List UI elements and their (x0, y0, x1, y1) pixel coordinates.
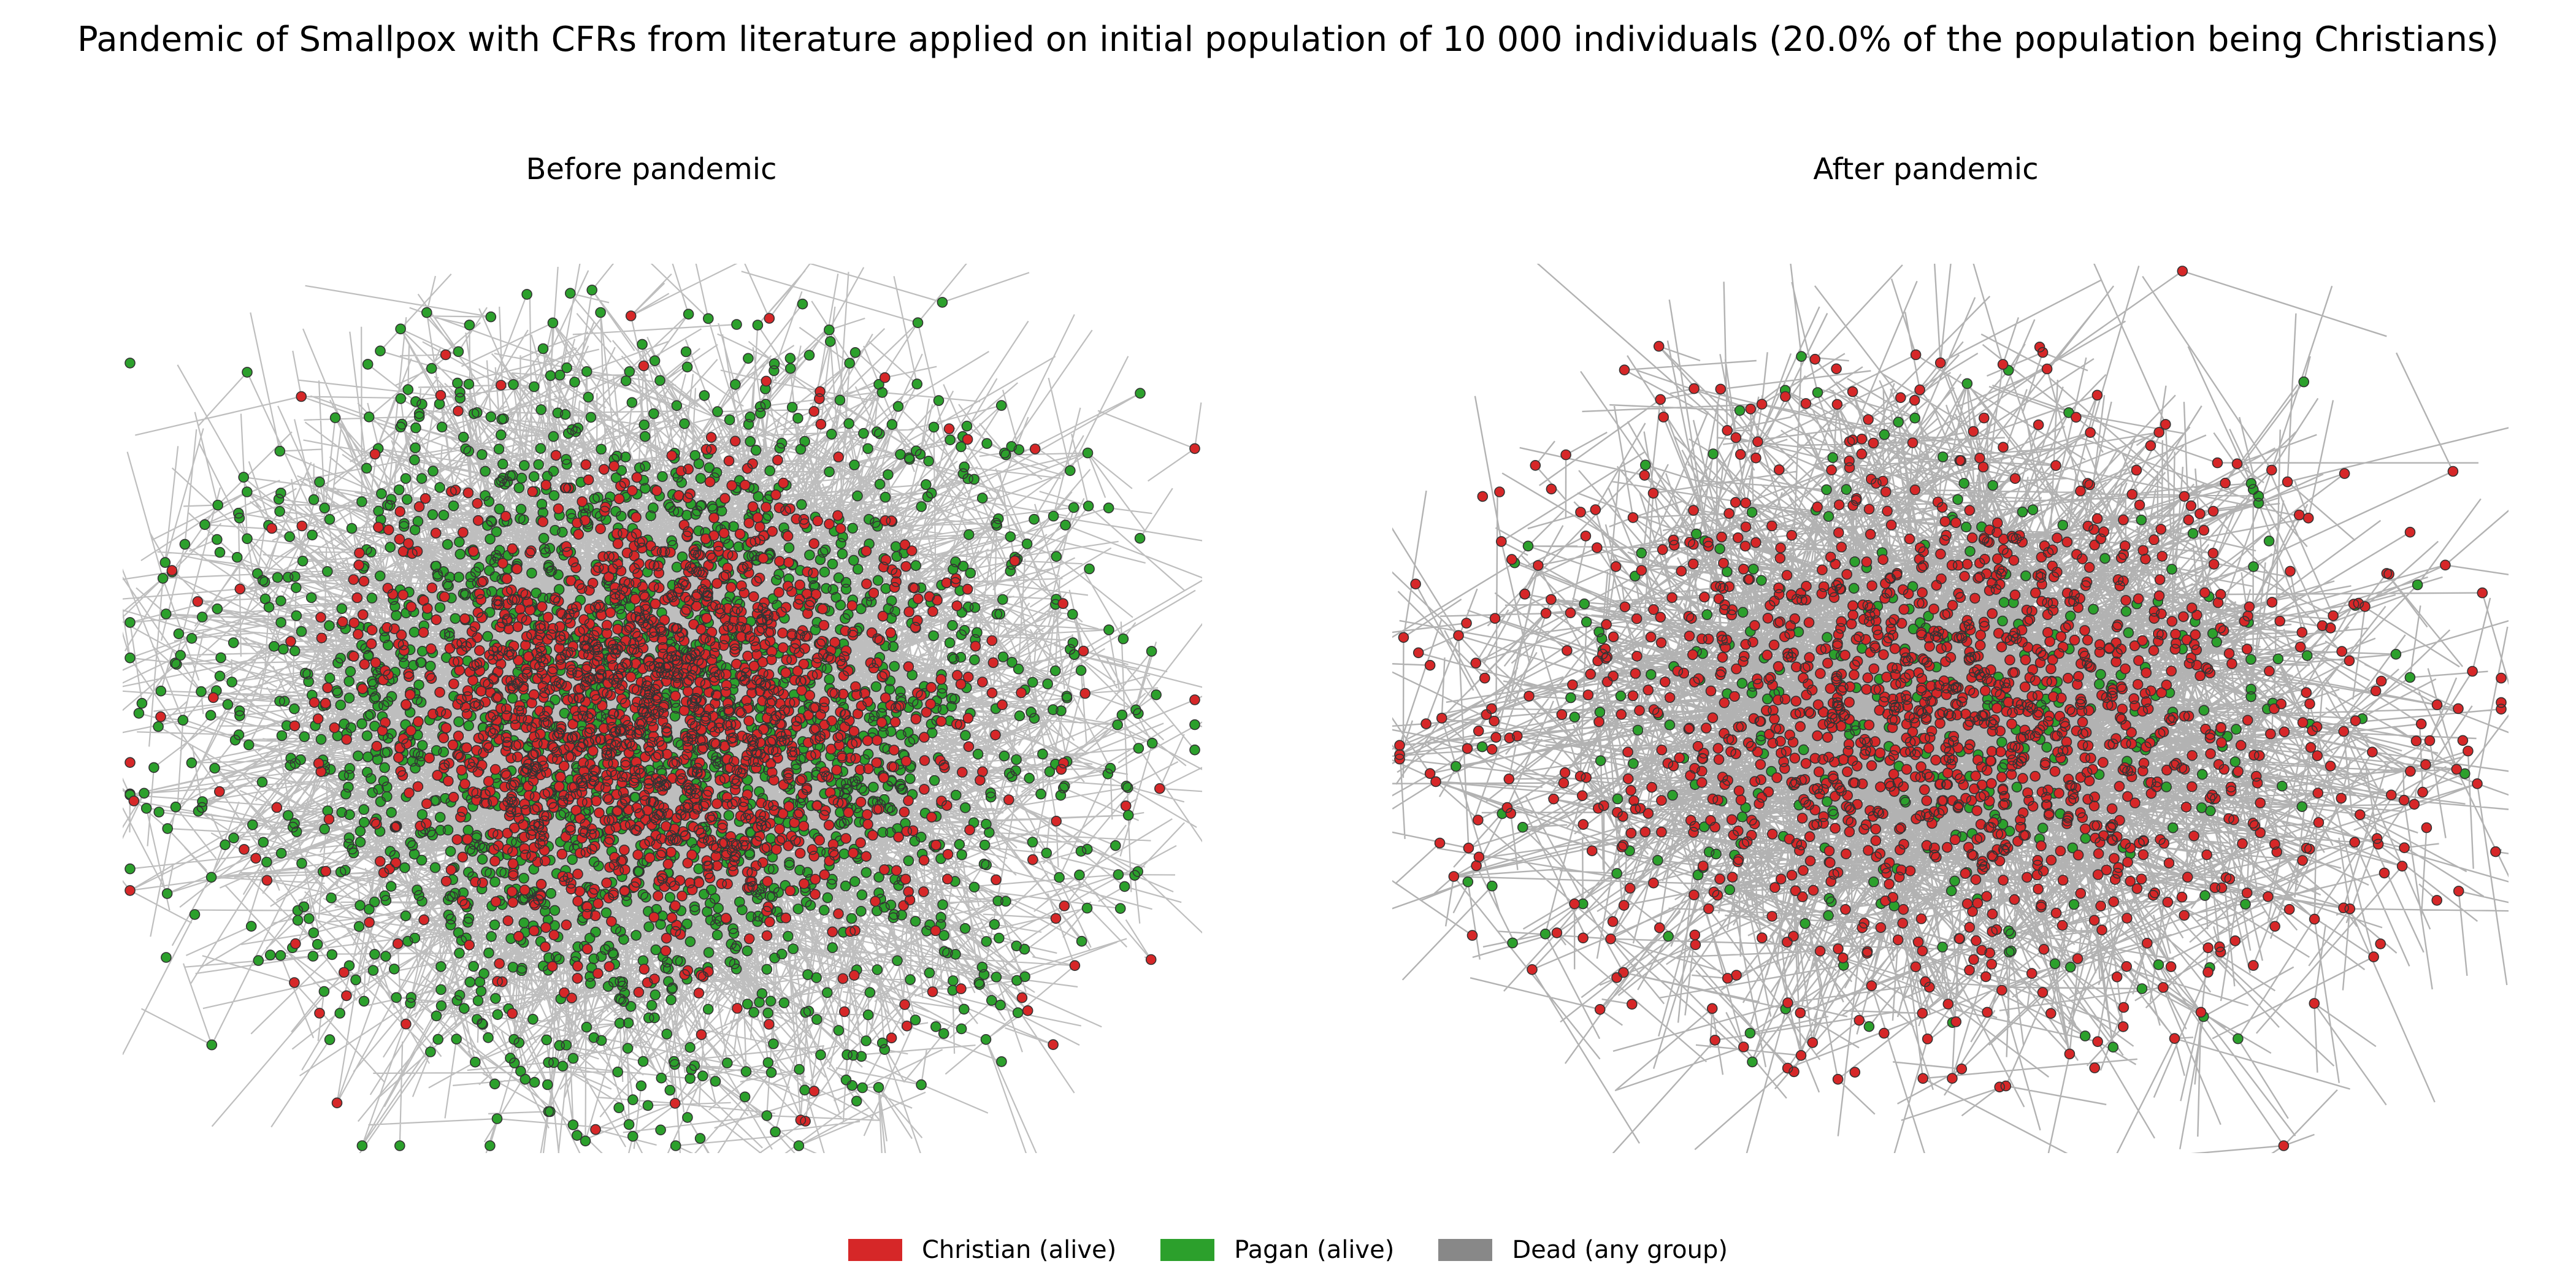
legend-label-pagan: Pagan (alive) (1234, 1236, 1395, 1264)
network-after-pandemic (1392, 264, 2509, 1153)
node-layer (1394, 266, 2507, 1151)
nodes-pagan (125, 285, 1200, 1151)
legend-item-christian: Christian (alive) (848, 1236, 1116, 1264)
legend-item-pagan: Pagan (alive) (1160, 1236, 1394, 1264)
panel-title-after: After pandemic (1813, 152, 2039, 186)
figure-title: Pandemic of Smallpox with CFRs from lite… (77, 20, 2499, 59)
legend-swatch-pagan (1160, 1239, 1215, 1261)
legend-swatch-christian (848, 1239, 902, 1261)
network-before-pandemic (123, 264, 1202, 1153)
legend: Christian (alive) Pagan (alive) Dead (an… (0, 1236, 2576, 1264)
nodes-christian (1394, 266, 2507, 1151)
legend-swatch-dead (1438, 1239, 1493, 1261)
legend-label-christian: Christian (alive) (921, 1236, 1117, 1264)
nodes-christian (125, 310, 1200, 1135)
node-layer (125, 285, 1200, 1151)
legend-item-dead: Dead (any group) (1438, 1236, 1728, 1264)
panel-title-before: Before pandemic (526, 152, 777, 186)
legend-label-dead: Dead (any group) (1512, 1236, 1728, 1264)
